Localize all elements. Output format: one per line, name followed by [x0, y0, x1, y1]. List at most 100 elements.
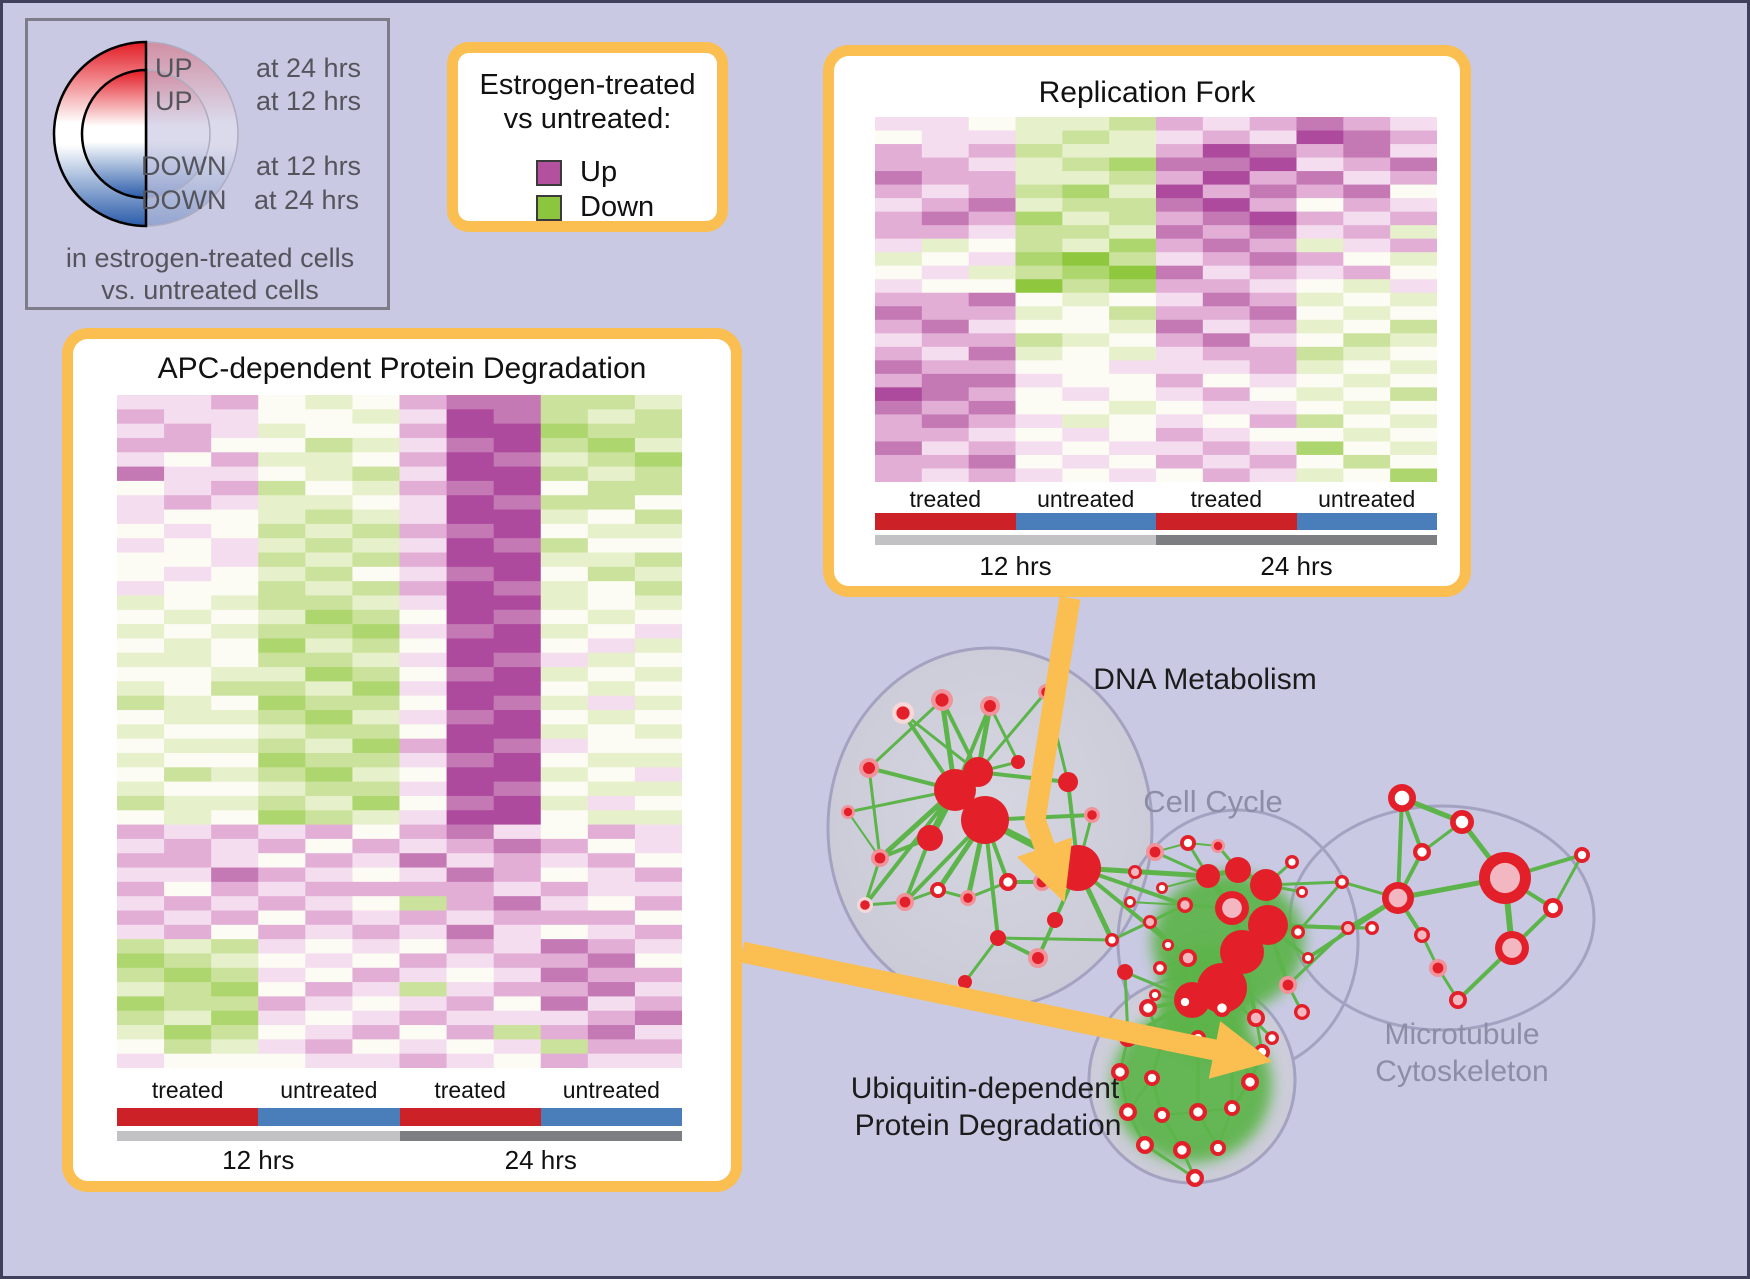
- network-edge: [1197, 1037, 1233, 1043]
- network-node: [931, 689, 953, 711]
- network-node: [1144, 1070, 1160, 1086]
- network-edge: [1150, 1076, 1164, 1117]
- network-node: [1413, 843, 1431, 861]
- network-edge: [1133, 870, 1210, 878]
- network-edge: [965, 817, 988, 901]
- microtubule-label-line2: Cytoskeleton: [1375, 1055, 1549, 1088]
- network-edge: [983, 818, 1000, 940]
- network-node: [1124, 896, 1136, 908]
- network-edge: [1264, 880, 1344, 887]
- network-edge: [1286, 983, 1304, 1014]
- network-node: [1174, 982, 1210, 1018]
- ring-label-up-outer: UP: [155, 53, 193, 83]
- rf-time-12hrs: 12 hrs: [979, 551, 1052, 581]
- network-node: [1136, 1136, 1154, 1154]
- network-edge: [1306, 896, 1400, 960]
- apc-track-bars: [117, 1108, 682, 1141]
- network-node: [1574, 847, 1590, 863]
- network-edge: [1228, 904, 1246, 956]
- condition-track: [117, 1108, 682, 1126]
- network-node: [1450, 810, 1474, 834]
- network-edge: [1420, 820, 1464, 854]
- replication-fork-panel: Replication Fork treated untreated treat…: [823, 45, 1471, 597]
- network-edge: [901, 711, 980, 774]
- network-edge: [1266, 923, 1300, 934]
- network-edge: [1266, 923, 1290, 987]
- network-edge: [935, 817, 988, 893]
- network-edge: [1146, 998, 1194, 1010]
- network-edge: [1143, 1143, 1197, 1180]
- network-edge: [1503, 876, 1555, 910]
- network-edge: [1396, 896, 1424, 937]
- legend-title-line2: vs untreated:: [503, 103, 672, 135]
- network-edge: [877, 787, 958, 861]
- network-node: [1224, 1100, 1240, 1116]
- network-node: [1279, 976, 1297, 994]
- network-edge: [1036, 866, 1080, 960]
- network-node: [1189, 1103, 1207, 1121]
- cell-cycle-label: Cell Cycle: [1143, 784, 1283, 819]
- heatmap-cells: [117, 395, 682, 1068]
- legend-item-down: Down: [536, 191, 654, 224]
- ring-label-down-outer: DOWN: [141, 185, 227, 215]
- rf-track-bars: [875, 513, 1437, 545]
- network-edge: [1180, 1148, 1197, 1180]
- network-node: [1028, 948, 1048, 968]
- network-node: [1084, 807, 1100, 823]
- network-edge: [939, 697, 958, 793]
- network-edge: [1123, 970, 1194, 1002]
- network-node: [1294, 1004, 1310, 1020]
- network-node: [1543, 898, 1563, 918]
- network-edge: [1183, 903, 1234, 910]
- network-node: [1241, 1073, 1259, 1091]
- network-edge: [1053, 866, 1080, 922]
- network-edge: [1286, 926, 1350, 987]
- network-edge: [1147, 1001, 1186, 1009]
- network-edge: [867, 766, 957, 792]
- network-edge: [1190, 998, 1200, 1040]
- up-color-swatch: [536, 159, 562, 186]
- network-edge: [983, 813, 1094, 822]
- network-edge: [1218, 948, 1246, 992]
- network-node: [1414, 927, 1430, 943]
- network-edge: [1197, 1107, 1233, 1113]
- rf-condition-labels: treated untreated treated untreated: [875, 486, 1437, 513]
- network-edge: [1187, 842, 1219, 847]
- network-edge: [966, 880, 1010, 900]
- estrogen-updown-legend: Estrogen-treated vs untreated: Up Down: [447, 42, 728, 232]
- network-node: [1223, 1033, 1241, 1051]
- network-edge: [1239, 922, 1271, 955]
- network-node: [1156, 882, 1168, 894]
- network-edge: [1186, 956, 1194, 1002]
- network-edge: [1502, 875, 1515, 951]
- network-edge: [1346, 896, 1400, 930]
- network-node: [1058, 772, 1078, 792]
- network-node: [1196, 864, 1220, 888]
- network-node: [1128, 865, 1142, 879]
- network-edge: [981, 816, 1082, 872]
- network-node: [1162, 939, 1174, 951]
- network-edge: [1456, 946, 1514, 1002]
- network-edge: [901, 711, 957, 792]
- network-edge: [1400, 796, 1424, 854]
- network-edge: [1235, 867, 1269, 888]
- network-node: [960, 890, 976, 906]
- network-node: [1149, 989, 1161, 1001]
- network-node: [1285, 855, 1299, 869]
- network-node: [1180, 835, 1196, 851]
- network-node: [1211, 839, 1225, 853]
- network-edge: [1264, 883, 1304, 894]
- network-node: [1119, 1029, 1137, 1047]
- network-node: [1190, 1030, 1206, 1046]
- network-edge: [1220, 986, 1274, 1040]
- network-node: [1382, 882, 1414, 914]
- network-node: [961, 796, 1009, 844]
- replication-fork-title: Replication Fork: [1038, 76, 1256, 109]
- network-node: [958, 975, 972, 989]
- network-node: [1117, 964, 1133, 980]
- network-edge: [1219, 985, 1235, 1045]
- network-node: [1186, 1169, 1204, 1187]
- network-edge: [1126, 1110, 1147, 1147]
- network-node: [1139, 999, 1157, 1017]
- ring-time-24-outer: at 24 hrs: [256, 53, 362, 83]
